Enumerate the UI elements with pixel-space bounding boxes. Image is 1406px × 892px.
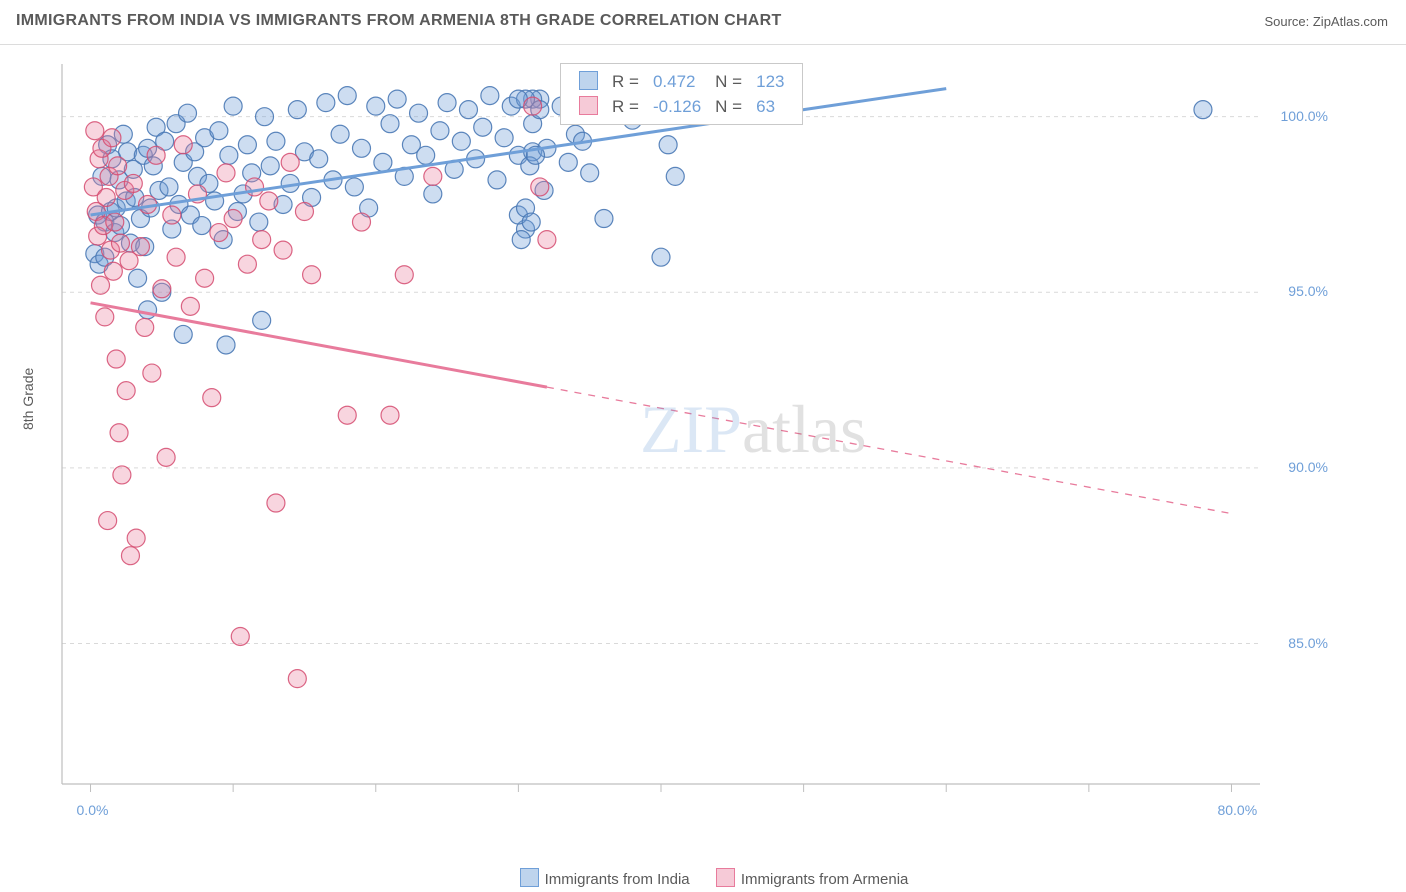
legend-swatch-armenia — [716, 868, 735, 887]
eq-sign: = — [732, 97, 742, 116]
source-label: Source: — [1264, 14, 1312, 29]
r-value-armenia: -0.126 — [647, 95, 707, 118]
axis-tick-label: 80.0% — [1217, 802, 1257, 818]
axis-tick-label: 90.0% — [1268, 459, 1328, 475]
eq-sign: = — [629, 97, 639, 116]
n-value-india: 123 — [750, 70, 790, 93]
chart-header: IMMIGRANTS FROM INDIA VS IMMIGRANTS FROM… — [0, 0, 1406, 45]
y-axis-label: 8th Grade — [20, 368, 36, 430]
r-label: R — [612, 97, 624, 116]
source-value: ZipAtlas.com — [1313, 14, 1388, 29]
stats-table: R = 0.472 N = 123 R = -0.126 N = 63 — [571, 68, 792, 120]
scatter-plot — [56, 60, 1336, 830]
stats-row-armenia: R = -0.126 N = 63 — [573, 95, 790, 118]
plot-svg — [56, 60, 1336, 830]
legend-label-armenia: Immigrants from Armenia — [741, 871, 909, 888]
chart-title: IMMIGRANTS FROM INDIA VS IMMIGRANTS FROM… — [16, 12, 782, 30]
eq-sign: = — [629, 72, 639, 91]
stats-legend-box: R = 0.472 N = 123 R = -0.126 N = 63 — [560, 63, 803, 125]
stats-swatch-india — [579, 71, 598, 90]
stats-row-india: R = 0.472 N = 123 — [573, 70, 790, 93]
stats-swatch-armenia — [579, 96, 598, 115]
chart-source: Source: ZipAtlas.com — [1264, 14, 1388, 29]
n-label: N — [715, 97, 727, 116]
n-value-armenia: 63 — [750, 95, 790, 118]
axis-tick-label: 100.0% — [1268, 108, 1328, 124]
legend-bottom: Immigrants from India Immigrants from Ar… — [0, 868, 1406, 888]
axis-tick-label: 0.0% — [77, 802, 109, 818]
legend-swatch-india — [520, 868, 539, 887]
axis-tick-label: 95.0% — [1268, 283, 1328, 299]
axis-tick-label: 85.0% — [1268, 635, 1328, 651]
r-value-india: 0.472 — [647, 70, 707, 93]
legend-label-india: Immigrants from India — [545, 871, 690, 888]
n-label: N — [715, 72, 727, 91]
eq-sign: = — [732, 72, 742, 91]
r-label: R — [612, 72, 624, 91]
